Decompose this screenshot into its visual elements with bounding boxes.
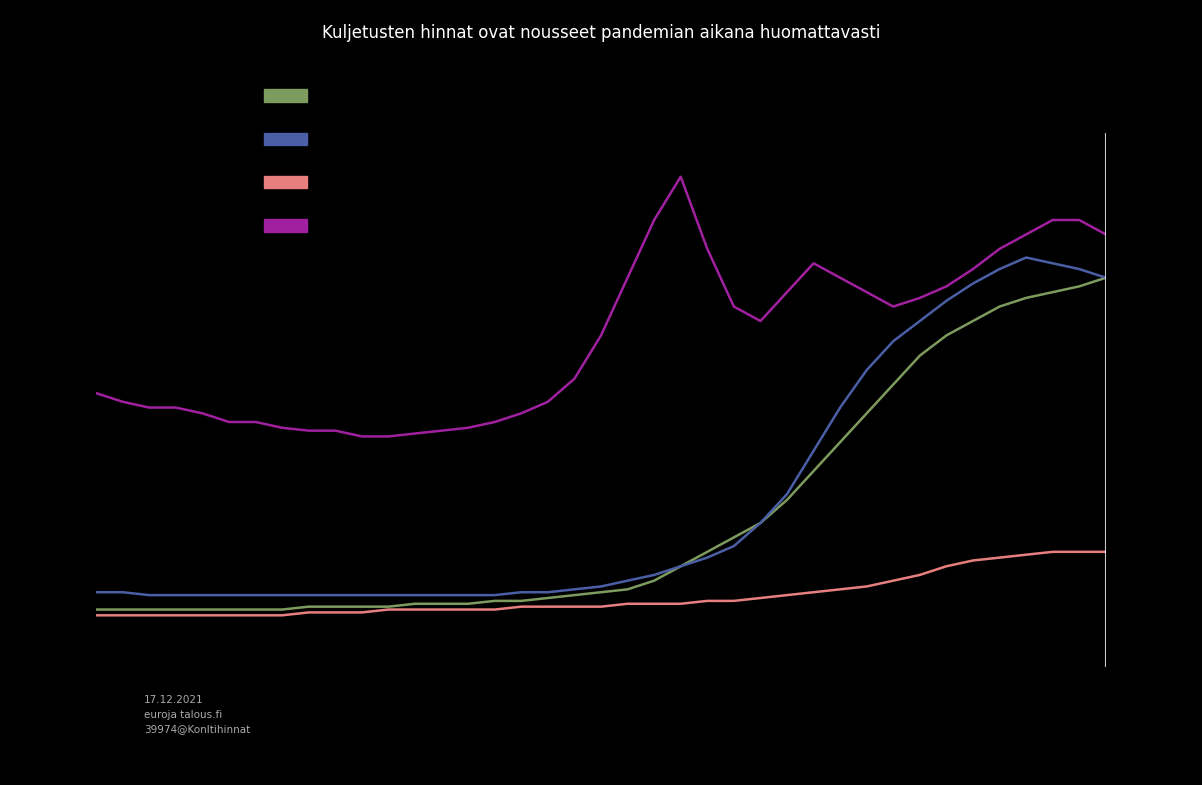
Text: 17.12.2021
euroja talous.fi
39974@Konltihinnat: 17.12.2021 euroja talous.fi 39974@Konlti… xyxy=(144,695,250,734)
Text: Kuljetusten hinnat ovat nousseet pandemian aikana huomattavasti: Kuljetusten hinnat ovat nousseet pandemi… xyxy=(322,24,880,42)
